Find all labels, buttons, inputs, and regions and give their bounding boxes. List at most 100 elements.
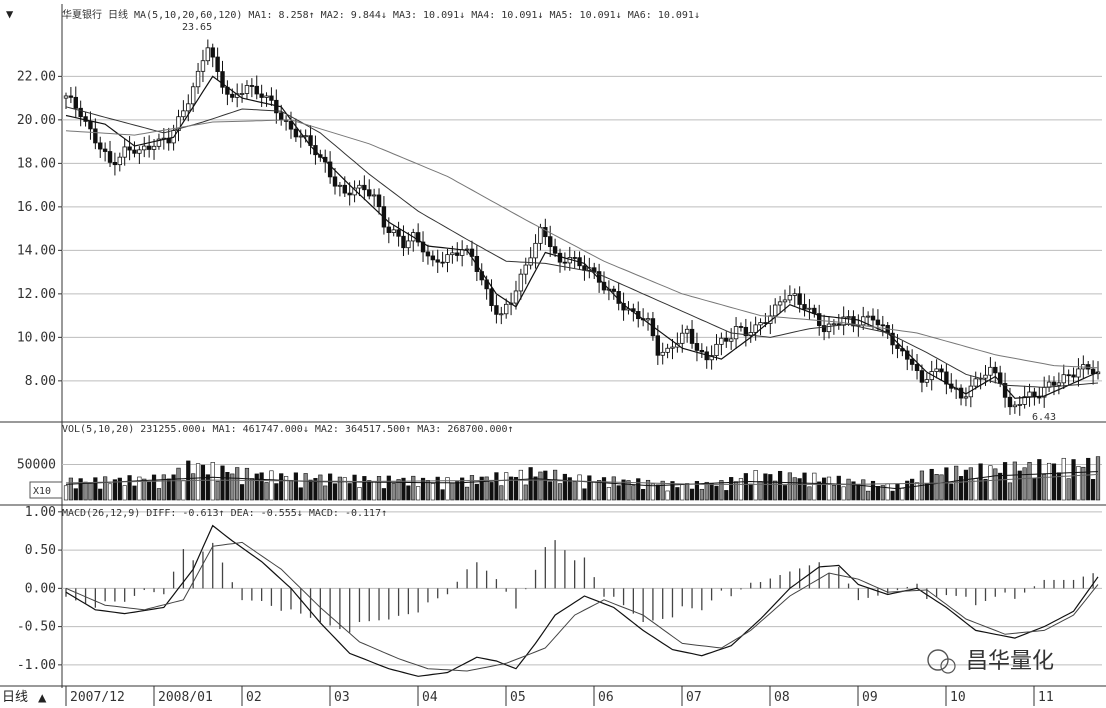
candle-body [288, 121, 294, 130]
volume-bar [464, 486, 470, 501]
macd-histogram [65, 540, 1094, 633]
candle-body [357, 184, 362, 189]
volume-bar [269, 470, 274, 501]
volume-bar [738, 478, 744, 501]
candle-body [391, 229, 396, 233]
candle-body [1076, 368, 1081, 378]
volume-bar [396, 479, 401, 501]
volume-bar [430, 483, 435, 501]
volume-bar [660, 480, 665, 501]
candle-body [699, 349, 705, 353]
volume-bar [420, 477, 426, 501]
volume-bar [817, 481, 822, 501]
candle-body [445, 254, 450, 263]
candle-body [362, 184, 367, 191]
candle-body [533, 242, 538, 259]
candle-body [1037, 396, 1042, 399]
candle-body [592, 267, 597, 272]
candle-body [728, 338, 734, 342]
candle-body [738, 326, 744, 328]
volume-unit: X10 [33, 486, 51, 497]
candle-body [665, 347, 670, 353]
candle-body [249, 85, 255, 87]
volume-bar [63, 485, 69, 501]
volume-bar [342, 477, 347, 501]
volume-bar [425, 480, 431, 501]
volume-bar [704, 481, 709, 501]
x-tick-label: 10 [950, 690, 966, 705]
volume-bar [83, 481, 88, 501]
price-tick-label: 10.00 [17, 330, 56, 345]
volume-bar [680, 484, 685, 501]
volume-bar [1032, 478, 1037, 501]
volume-bar [880, 485, 885, 501]
candle-body [181, 110, 186, 118]
volume-bar [831, 485, 836, 501]
volume-bar [98, 488, 103, 501]
gridlines [62, 75, 1102, 666]
volume-bar [103, 476, 108, 501]
candle-body [528, 257, 533, 266]
candle-body [582, 265, 587, 271]
volume-bar [910, 478, 915, 501]
volume-bar [1007, 482, 1013, 501]
volume-bar [508, 476, 514, 501]
volume-bar [455, 481, 460, 501]
volume-bar [411, 475, 416, 501]
candle-body [132, 149, 137, 154]
candle-body [220, 71, 225, 88]
volume-bar [988, 465, 993, 501]
volume-bar [885, 483, 890, 501]
volume-bar [127, 475, 132, 501]
volume-bar [822, 477, 827, 501]
price-tick-label: 12.00 [17, 287, 56, 302]
candle-body [733, 326, 739, 340]
volume-bar [621, 479, 626, 501]
candle-body [934, 368, 939, 372]
volume-bar [934, 474, 939, 501]
volume-bar [73, 488, 78, 501]
candle-body [543, 227, 548, 238]
volume-bar [107, 483, 113, 501]
volume-bar [782, 485, 788, 501]
candle-body [714, 343, 719, 356]
candle-body [73, 96, 78, 109]
volume-bar [176, 467, 181, 501]
volume-bar [156, 488, 162, 501]
nav-triangle-icon[interactable]: ▲ [38, 690, 47, 706]
candle-body [146, 145, 152, 150]
candle-body [347, 192, 352, 196]
candle-body [787, 295, 793, 301]
volume-bar [626, 480, 631, 501]
volume-bar [166, 478, 171, 501]
macd-tick-label: 1.00 [25, 505, 56, 520]
price-menu-icon[interactable]: ▼ [6, 7, 14, 21]
volume-unit-box [29, 481, 63, 499]
candle-body [709, 355, 714, 361]
candle-body [122, 146, 127, 158]
candle-body [821, 325, 827, 333]
panel-frames [0, 4, 1106, 688]
volume-bar [797, 478, 802, 501]
candle-body [1056, 382, 1062, 386]
volume-bar [323, 485, 328, 501]
volume-bar [543, 470, 548, 501]
nav-label[interactable]: 日线 [2, 690, 28, 705]
candle-body [450, 252, 455, 256]
volume-bar [244, 467, 250, 501]
volume-bar [303, 473, 308, 501]
volume-bar [142, 478, 147, 501]
volume-bar [469, 475, 475, 501]
candle-body [259, 93, 264, 98]
volume-bar [875, 486, 881, 501]
volume-bar [748, 483, 753, 501]
volume-ma-long-line [65, 473, 1099, 485]
volume-bar [78, 478, 83, 501]
volume-bar [939, 474, 944, 501]
volume-bar [587, 475, 592, 501]
volume-bar [191, 473, 196, 501]
volume-bar [352, 474, 357, 501]
candle-body [63, 95, 69, 99]
candle-body [865, 315, 871, 318]
volume-bar [205, 474, 210, 501]
